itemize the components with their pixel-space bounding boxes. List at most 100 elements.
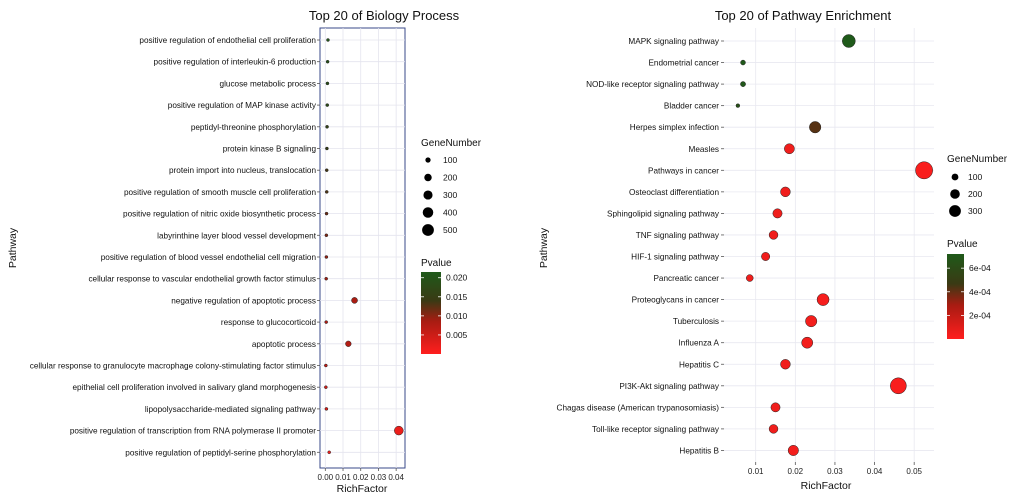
size-legend-label: 100 <box>968 172 982 182</box>
size-legend-dot <box>949 205 961 217</box>
y-tick-label: apoptotic process <box>252 340 316 349</box>
y-tick-label: peptidyl-threonine phosphorylation <box>191 123 317 132</box>
x-tick-label: 0.03 <box>371 473 387 482</box>
data-point <box>842 34 856 48</box>
data-point <box>324 276 328 281</box>
biology-process-panel: Top 20 of Biology Process positive regul… <box>7 8 482 495</box>
size-legend-title: GeneNumber <box>947 154 1008 165</box>
color-legend-label: 2e-04 <box>969 310 991 320</box>
data-point <box>890 377 907 395</box>
size-legend-title: GeneNumber <box>421 138 482 149</box>
y-tick-label: positive regulation of nitric oxide bios… <box>123 210 316 219</box>
y-tick-label: cellular response to granulocyte macroph… <box>30 362 316 371</box>
y-tick-label: positive regulation of blood vessel endo… <box>101 253 317 262</box>
chart-title: Top 20 of Biology Process <box>309 8 460 23</box>
color-legend-label: 0.010 <box>446 311 468 321</box>
data-point <box>345 340 352 347</box>
data-point <box>324 233 329 238</box>
y-tick-label: Pancreatic cancer <box>653 274 719 283</box>
color-legend-label: 0.020 <box>446 273 468 283</box>
plot-area <box>319 27 406 469</box>
y-tick-label: lipopolysaccharide-mediated signaling pa… <box>145 405 317 414</box>
x-tick-label: 0.03 <box>827 467 843 476</box>
y-tick-label: positive regulation of MAP kinase activi… <box>168 101 317 110</box>
data-point <box>324 190 329 194</box>
x-axis-title: RichFactor <box>801 480 852 492</box>
y-tick-label: protein import into nucleus, translocati… <box>169 166 316 175</box>
data-point <box>768 230 779 240</box>
x-tick-label: 0.01 <box>335 473 351 482</box>
data-point <box>324 385 328 389</box>
data-point <box>915 161 933 180</box>
data-point <box>324 211 329 216</box>
data-point <box>772 208 783 219</box>
size-legend-label: 300 <box>968 206 982 216</box>
data-point <box>327 450 331 455</box>
y-tick-label: Herpes simplex infection <box>630 123 720 132</box>
y-tick-label: Bladder cancer <box>664 102 719 111</box>
x-tick-label: 0.02 <box>353 473 369 482</box>
y-tick-label: Hepatitis C <box>679 360 719 369</box>
y-tick-label: positive regulation of transcription fro… <box>70 427 316 436</box>
pathway-enrichment-panel: Top 20 of Pathway Enrichment MAPK signal… <box>538 8 1008 492</box>
data-point <box>746 274 754 282</box>
size-legend-label: 500 <box>443 225 457 235</box>
y-tick-label: TNF signaling pathway <box>636 231 720 240</box>
data-point <box>809 121 822 134</box>
y-tick-label: epithelial cell proliferation involved i… <box>73 383 317 392</box>
data-point <box>394 425 404 436</box>
data-point <box>801 336 814 349</box>
data-point <box>325 146 329 151</box>
size-legend-label: 200 <box>443 173 457 183</box>
data-point <box>761 252 771 261</box>
data-point <box>324 407 329 411</box>
y-tick-label: cellular response to vascular endothelia… <box>88 275 316 284</box>
data-point <box>787 444 799 456</box>
y-tick-label: Chagas disease (American trypanosomiasis… <box>557 403 720 412</box>
x-tick-label: 0.02 <box>788 467 804 476</box>
color-legend-label: 0.005 <box>446 330 468 340</box>
data-point <box>780 186 791 198</box>
x-tick-label: 0.04 <box>867 467 883 476</box>
size-legend-dot <box>424 173 432 182</box>
data-point <box>324 255 329 259</box>
y-tick-label: Toll-like receptor signaling pathway <box>592 425 720 434</box>
y-tick-label: NOD-like receptor signaling pathway <box>586 80 720 89</box>
size-legend-label: 200 <box>968 189 982 199</box>
size-legend-dot <box>422 224 434 236</box>
data-point <box>325 103 330 107</box>
color-legend-label: 4e-04 <box>969 287 991 297</box>
data-point <box>816 293 830 306</box>
x-tick-label: 0.01 <box>748 467 764 476</box>
y-tick-label: positive regulation of smooth muscle cel… <box>124 188 316 197</box>
y-tick-label: labyrinthine layer blood vessel developm… <box>157 231 317 240</box>
y-tick-label: Endometrial cancer <box>648 59 719 68</box>
y-tick-label: HIF-1 signaling pathway <box>631 253 720 262</box>
x-tick-label: 0.04 <box>388 473 404 482</box>
color-legend-title: Pvalue <box>947 239 978 250</box>
y-tick-label: Tuberculosis <box>673 317 719 326</box>
size-legend-label: 300 <box>443 190 457 200</box>
y-tick-label: Measles <box>689 145 720 154</box>
size-legend-label: 100 <box>443 155 457 165</box>
data-point <box>740 81 746 87</box>
data-point <box>325 81 330 86</box>
x-axis-title: RichFactor <box>337 483 388 495</box>
y-tick-label: Proteoglycans in cancer <box>632 296 720 305</box>
color-legend-label: 0.015 <box>446 292 468 302</box>
size-legend-dot <box>950 189 960 199</box>
data-point <box>770 402 781 413</box>
size-legend-dot <box>422 207 434 218</box>
y-tick-label: protein kinase B signaling <box>223 145 317 154</box>
data-point <box>325 59 330 64</box>
data-point <box>735 103 741 108</box>
y-tick-label: PI3K-Akt signaling pathway <box>619 382 720 391</box>
y-tick-label: positive regulation of interleukin-6 pro… <box>154 58 317 67</box>
data-point <box>805 315 818 328</box>
data-point <box>740 59 746 66</box>
color-legend-label: 6e-04 <box>969 263 991 273</box>
x-tick-label: 0.05 <box>906 467 922 476</box>
y-tick-label: positive regulation of peptidyl-serine p… <box>125 448 316 457</box>
color-legend-title: Pvalue <box>421 258 452 269</box>
